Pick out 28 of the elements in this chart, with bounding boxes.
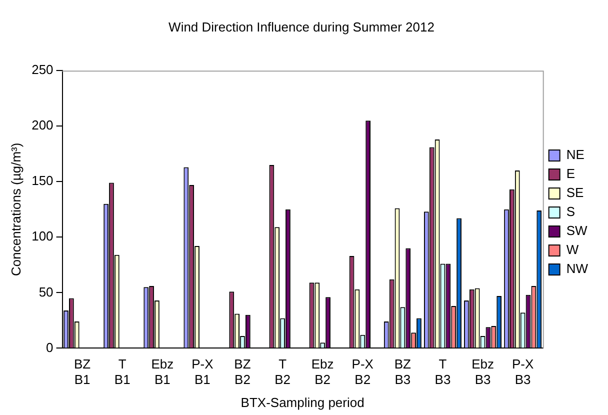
x-tick-label: BZ B2 bbox=[234, 356, 251, 388]
y-tick-label: 250 bbox=[32, 62, 54, 78]
legend-label: E bbox=[566, 166, 576, 182]
x-tick-label: BZ B1 bbox=[74, 356, 91, 388]
x-tick-label: Ebz B1 bbox=[151, 356, 174, 388]
y-axis-title: Concentrations (µg/m³) bbox=[8, 142, 24, 276]
legend-label: SE bbox=[566, 185, 584, 200]
x-tick-label: T B3 bbox=[434, 356, 451, 388]
y-tick-label: 100 bbox=[32, 228, 54, 244]
x-tick-label: Ebz B3 bbox=[472, 356, 494, 388]
x-tick-label: BZ B3 bbox=[394, 356, 412, 388]
legend-label: NW bbox=[566, 261, 589, 276]
legend-label: W bbox=[566, 242, 580, 258]
x-tick-label: T B1 bbox=[114, 356, 130, 388]
x-tick-label: P-X B2 bbox=[352, 356, 374, 388]
x-tick-label: P-X B3 bbox=[512, 356, 534, 388]
x-tick-label: T B2 bbox=[274, 356, 290, 388]
y-tick-label: 50 bbox=[38, 284, 54, 300]
legend-label: SW bbox=[566, 223, 588, 238]
x-tick-label: P-X B1 bbox=[192, 356, 214, 388]
x-axis-title: BTX-Sampling period bbox=[240, 394, 364, 410]
y-tick-label: 150 bbox=[32, 173, 54, 188]
y-tick-label: 200 bbox=[32, 118, 54, 133]
y-tick-label: 0 bbox=[46, 340, 54, 355]
x-tick-label: Ebz B2 bbox=[311, 356, 334, 388]
legend-label: S bbox=[566, 204, 576, 220]
chart-title: Wind Direction Influence during Summer 2012 bbox=[168, 19, 434, 34]
legend-label: NE bbox=[566, 147, 585, 162]
